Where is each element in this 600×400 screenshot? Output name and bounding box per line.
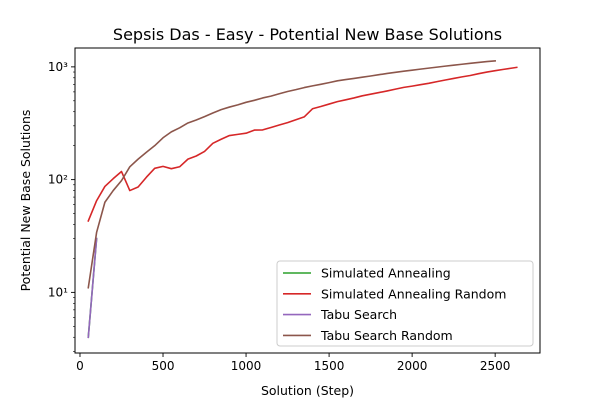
y-tick-label: 10³ xyxy=(48,60,68,74)
x-tick-label: 1500 xyxy=(314,359,345,373)
legend: Simulated Annealing Simulated Annealing R… xyxy=(276,260,534,347)
plot-frame xyxy=(74,47,541,354)
series-line-simulated-annealing-random xyxy=(87,66,518,222)
series-line-tabu-search xyxy=(87,237,98,339)
y-axis: 10¹ 10² 10³ xyxy=(48,60,75,352)
chart-title: Sepsis Das - Easy - Potential New Base S… xyxy=(113,25,502,44)
x-axis-label: Solution (Step) xyxy=(261,383,354,398)
x-tick-label: 0 xyxy=(76,359,84,373)
y-tick-label: 10² xyxy=(48,173,68,187)
legend-box xyxy=(276,260,534,347)
legend-label: Simulated Annealing Random xyxy=(321,286,506,301)
legend-label: Simulated Annealing xyxy=(321,266,451,281)
series-line-tabu-search-random xyxy=(87,60,497,289)
x-tick-label: 2500 xyxy=(480,359,511,373)
x-axis: 0 500 1000 1500 2000 2500 xyxy=(76,353,510,373)
x-tick-label: 1000 xyxy=(231,359,262,373)
series-layer xyxy=(87,60,518,339)
y-tick-label: 10¹ xyxy=(48,285,68,299)
x-tick-label: 500 xyxy=(152,359,175,373)
y-axis-label: Potential New Base Solutions xyxy=(18,110,33,292)
legend-label: Tabu Search xyxy=(320,307,397,322)
legend-label: Tabu Search Random xyxy=(320,328,453,343)
x-tick-label: 2000 xyxy=(397,359,428,373)
